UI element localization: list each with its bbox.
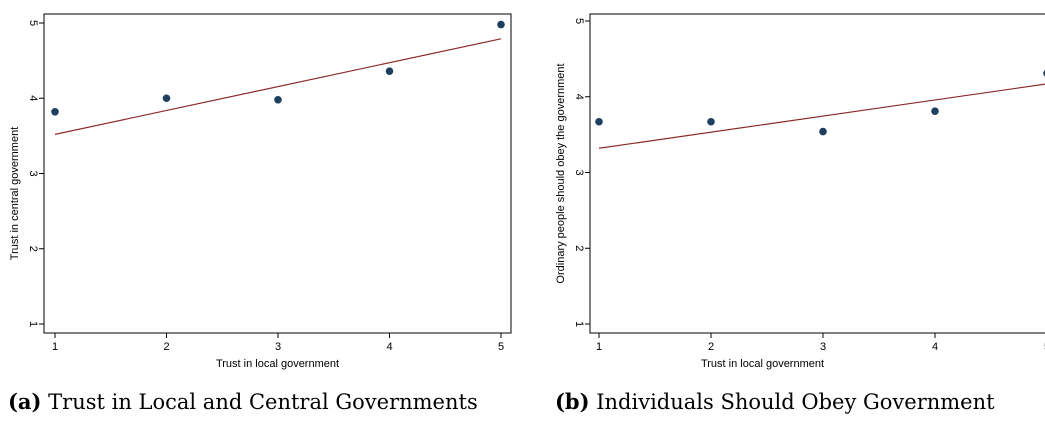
caption-tag: (b)	[555, 389, 590, 414]
y-tick-label: 4	[573, 94, 585, 100]
data-point	[819, 127, 827, 136]
x-tick-label: 4	[932, 341, 938, 353]
figure-caption: (a) Trust in Local and Central Governmen…	[8, 389, 478, 414]
data-point	[497, 20, 505, 29]
data-point	[707, 117, 715, 126]
data-point	[162, 94, 171, 103]
data-point	[595, 117, 603, 126]
x-tick-label: 2	[163, 341, 169, 353]
x-tick-label: 5	[1044, 341, 1045, 353]
caption-text: Individuals Should Obey Government	[590, 390, 996, 414]
y-tick-label: 3	[27, 170, 39, 176]
y-tick-label: 5	[27, 20, 39, 26]
data-point	[51, 107, 59, 116]
y-tick-label: 4	[27, 95, 39, 101]
x-tick-label: 2	[708, 341, 714, 353]
y-tick-label: 1	[27, 321, 39, 327]
data-point	[385, 67, 394, 75]
y-tick-label: 2	[573, 245, 585, 251]
y-tick-label: 3	[573, 169, 585, 175]
plot-frame	[589, 13, 1045, 334]
data-point	[931, 107, 939, 115]
plot-frame	[43, 13, 512, 334]
caption-text: Trust in Local and Central Governments	[41, 390, 477, 414]
y-tick-label: 1	[573, 321, 585, 327]
x-tick-label: 5	[498, 341, 504, 353]
x-axis-label: Trust in local government	[701, 358, 824, 370]
x-tick-label: 3	[820, 341, 826, 353]
caption-tag: (a)	[8, 389, 41, 414]
figure-caption: (b) Individuals Should Obey Government	[555, 389, 995, 414]
x-tick-label: 1	[596, 341, 602, 353]
x-tick-label: 1	[52, 341, 58, 353]
chart-panel-1: 1 2 3 4 5 1 2 3 4 5 Trust in local government Trust…	[8, 13, 512, 414]
data-point	[274, 95, 282, 104]
chart-panel-2: 1 2 3 4 5 1 2 3 4 5 Trust in local government Ordin…	[555, 13, 1045, 414]
fit-line	[598, 83, 1045, 149]
fit-line	[54, 38, 502, 135]
y-axis-label: Trust in central government	[9, 127, 21, 260]
x-tick-label: 4	[386, 341, 392, 353]
x-tick-label: 3	[275, 341, 281, 353]
x-axis-label: Trust in local government	[216, 358, 339, 370]
y-tick-label: 2	[27, 246, 39, 252]
y-axis-label: Ordinary people should obey the governme…	[555, 63, 567, 283]
y-tick-label: 5	[573, 18, 585, 24]
